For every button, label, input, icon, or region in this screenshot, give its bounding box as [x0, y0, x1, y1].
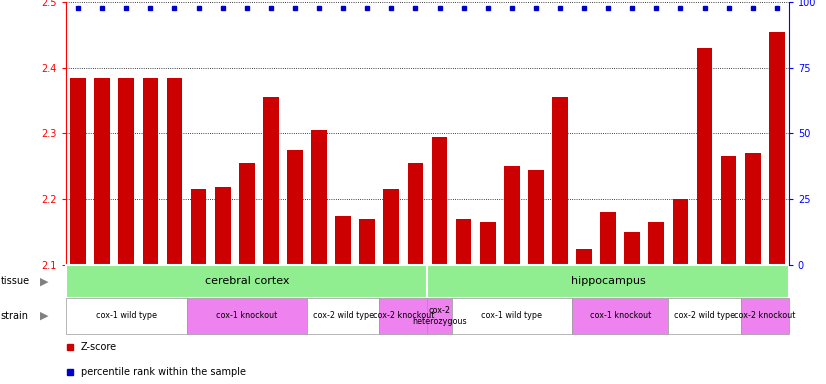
Text: ▶: ▶ [40, 311, 48, 321]
Bar [287, 150, 303, 265]
Bar [66, 265, 428, 298]
Bar [745, 153, 761, 265]
Bar [383, 189, 399, 265]
Bar [452, 298, 572, 334]
Text: cox-1 knockout: cox-1 knockout [216, 311, 278, 320]
Text: cox-1 wild type: cox-1 wild type [482, 311, 543, 320]
Bar [379, 298, 428, 334]
Bar [167, 78, 183, 265]
Bar [504, 166, 520, 265]
Text: cox-2 knockout: cox-2 knockout [734, 311, 795, 320]
Bar [263, 97, 278, 265]
Text: cox-1 knockout: cox-1 knockout [590, 311, 651, 320]
Bar [572, 298, 668, 334]
Bar [307, 298, 379, 334]
Bar [741, 298, 789, 334]
Text: cox-2 wild type: cox-2 wild type [674, 311, 735, 320]
Bar [432, 137, 448, 265]
Bar [668, 298, 741, 334]
Bar [721, 156, 737, 265]
Text: cox-1 wild type: cox-1 wild type [96, 311, 157, 320]
Text: cox-2 wild type: cox-2 wild type [312, 311, 373, 320]
Bar [428, 265, 789, 298]
Text: percentile rank within the sample: percentile rank within the sample [81, 366, 245, 377]
Bar [66, 298, 187, 334]
Bar [335, 216, 351, 265]
Bar [70, 78, 86, 265]
Bar [456, 219, 472, 265]
Bar [480, 222, 496, 265]
Bar [239, 163, 254, 265]
Bar [528, 170, 544, 265]
Bar [624, 232, 640, 265]
Bar [552, 97, 567, 265]
Bar [769, 31, 785, 265]
Bar [215, 187, 230, 265]
Bar [191, 189, 206, 265]
Text: cerebral cortex: cerebral cortex [205, 276, 289, 286]
Bar [696, 48, 712, 265]
Text: strain: strain [1, 311, 29, 321]
Bar [94, 78, 110, 265]
Bar [359, 219, 375, 265]
Text: cox-2
heterozygous: cox-2 heterozygous [412, 306, 467, 326]
Bar [601, 212, 616, 265]
Bar [311, 130, 327, 265]
Text: tissue: tissue [1, 276, 30, 286]
Bar [577, 248, 592, 265]
Bar [672, 199, 688, 265]
Bar [143, 78, 159, 265]
Text: ▶: ▶ [40, 276, 48, 286]
Bar [407, 163, 423, 265]
Bar [648, 222, 664, 265]
Bar [428, 298, 452, 334]
Text: Z-score: Z-score [81, 341, 116, 352]
Text: hippocampus: hippocampus [571, 276, 645, 286]
Bar [118, 78, 134, 265]
Text: cox-2 knockout: cox-2 knockout [373, 311, 434, 320]
Bar [187, 298, 307, 334]
